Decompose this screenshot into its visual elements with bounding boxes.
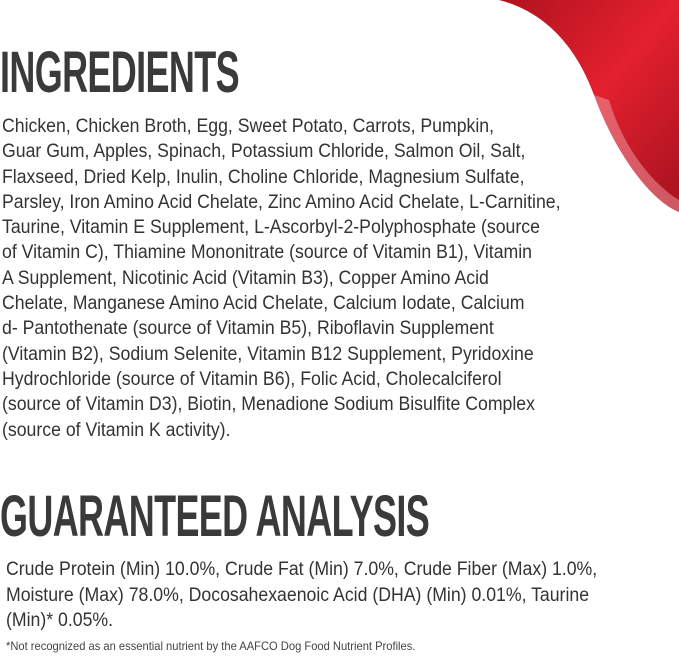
text-line: (Min)* 0.05%. <box>6 610 114 631</box>
text-line: d- Pantothenate (source of Vitamin B5), … <box>2 318 494 340</box>
text-line: (source of Vitamin D3), Biotin, Menadion… <box>2 394 535 416</box>
red-swoosh-decoration <box>499 0 679 212</box>
guaranteed-analysis-heading: GUARANTEED ANALYSIS <box>0 484 430 549</box>
ingredients-heading: INGREDIENTS <box>0 40 240 105</box>
text-line: Guar Gum, Apples, Spinach, Potassium Chl… <box>2 141 526 163</box>
text-line: Crude Protein (Min) 10.0%, Crude Fat (Mi… <box>6 559 598 580</box>
text-line: Flaxseed, Dried Kelp, Inulin, Choline Ch… <box>2 166 525 188</box>
text-line: Chelate, Manganese Amino Acid Chelate, C… <box>2 293 525 315</box>
footnote: *Not recognized as an essential nutrient… <box>6 639 416 653</box>
text-line: Parsley, Iron Amino Acid Chelate, Zinc A… <box>2 191 561 213</box>
text-line: Chicken, Chicken Broth, Egg, Sweet Potat… <box>2 116 495 137</box>
guaranteed-analysis-text: Crude Protein (Min) 10.0%, Crude Fat (Mi… <box>6 557 642 634</box>
text-line: A Supplement, Nicotinic Acid (Vitamin B3… <box>2 267 489 289</box>
text-line: of Vitamin C), Thiamine Mononitrate (sou… <box>2 242 533 264</box>
ingredients-text: Chicken, Chicken Broth, Egg, Sweet Potat… <box>2 114 603 443</box>
text-line: Taurine, Vitamin E Supplement, L-Ascorby… <box>2 217 540 239</box>
text-line: (source of Vitamin K activity). <box>2 419 231 441</box>
text-line: Hydrochloride (source of Vitamin B6), Fo… <box>2 368 502 390</box>
text-line: Moisture (Max) 78.0%, Docosahexaenoic Ac… <box>6 584 590 606</box>
text-line: (Vitamin B2), Sodium Selenite, Vitamin B… <box>2 343 534 365</box>
